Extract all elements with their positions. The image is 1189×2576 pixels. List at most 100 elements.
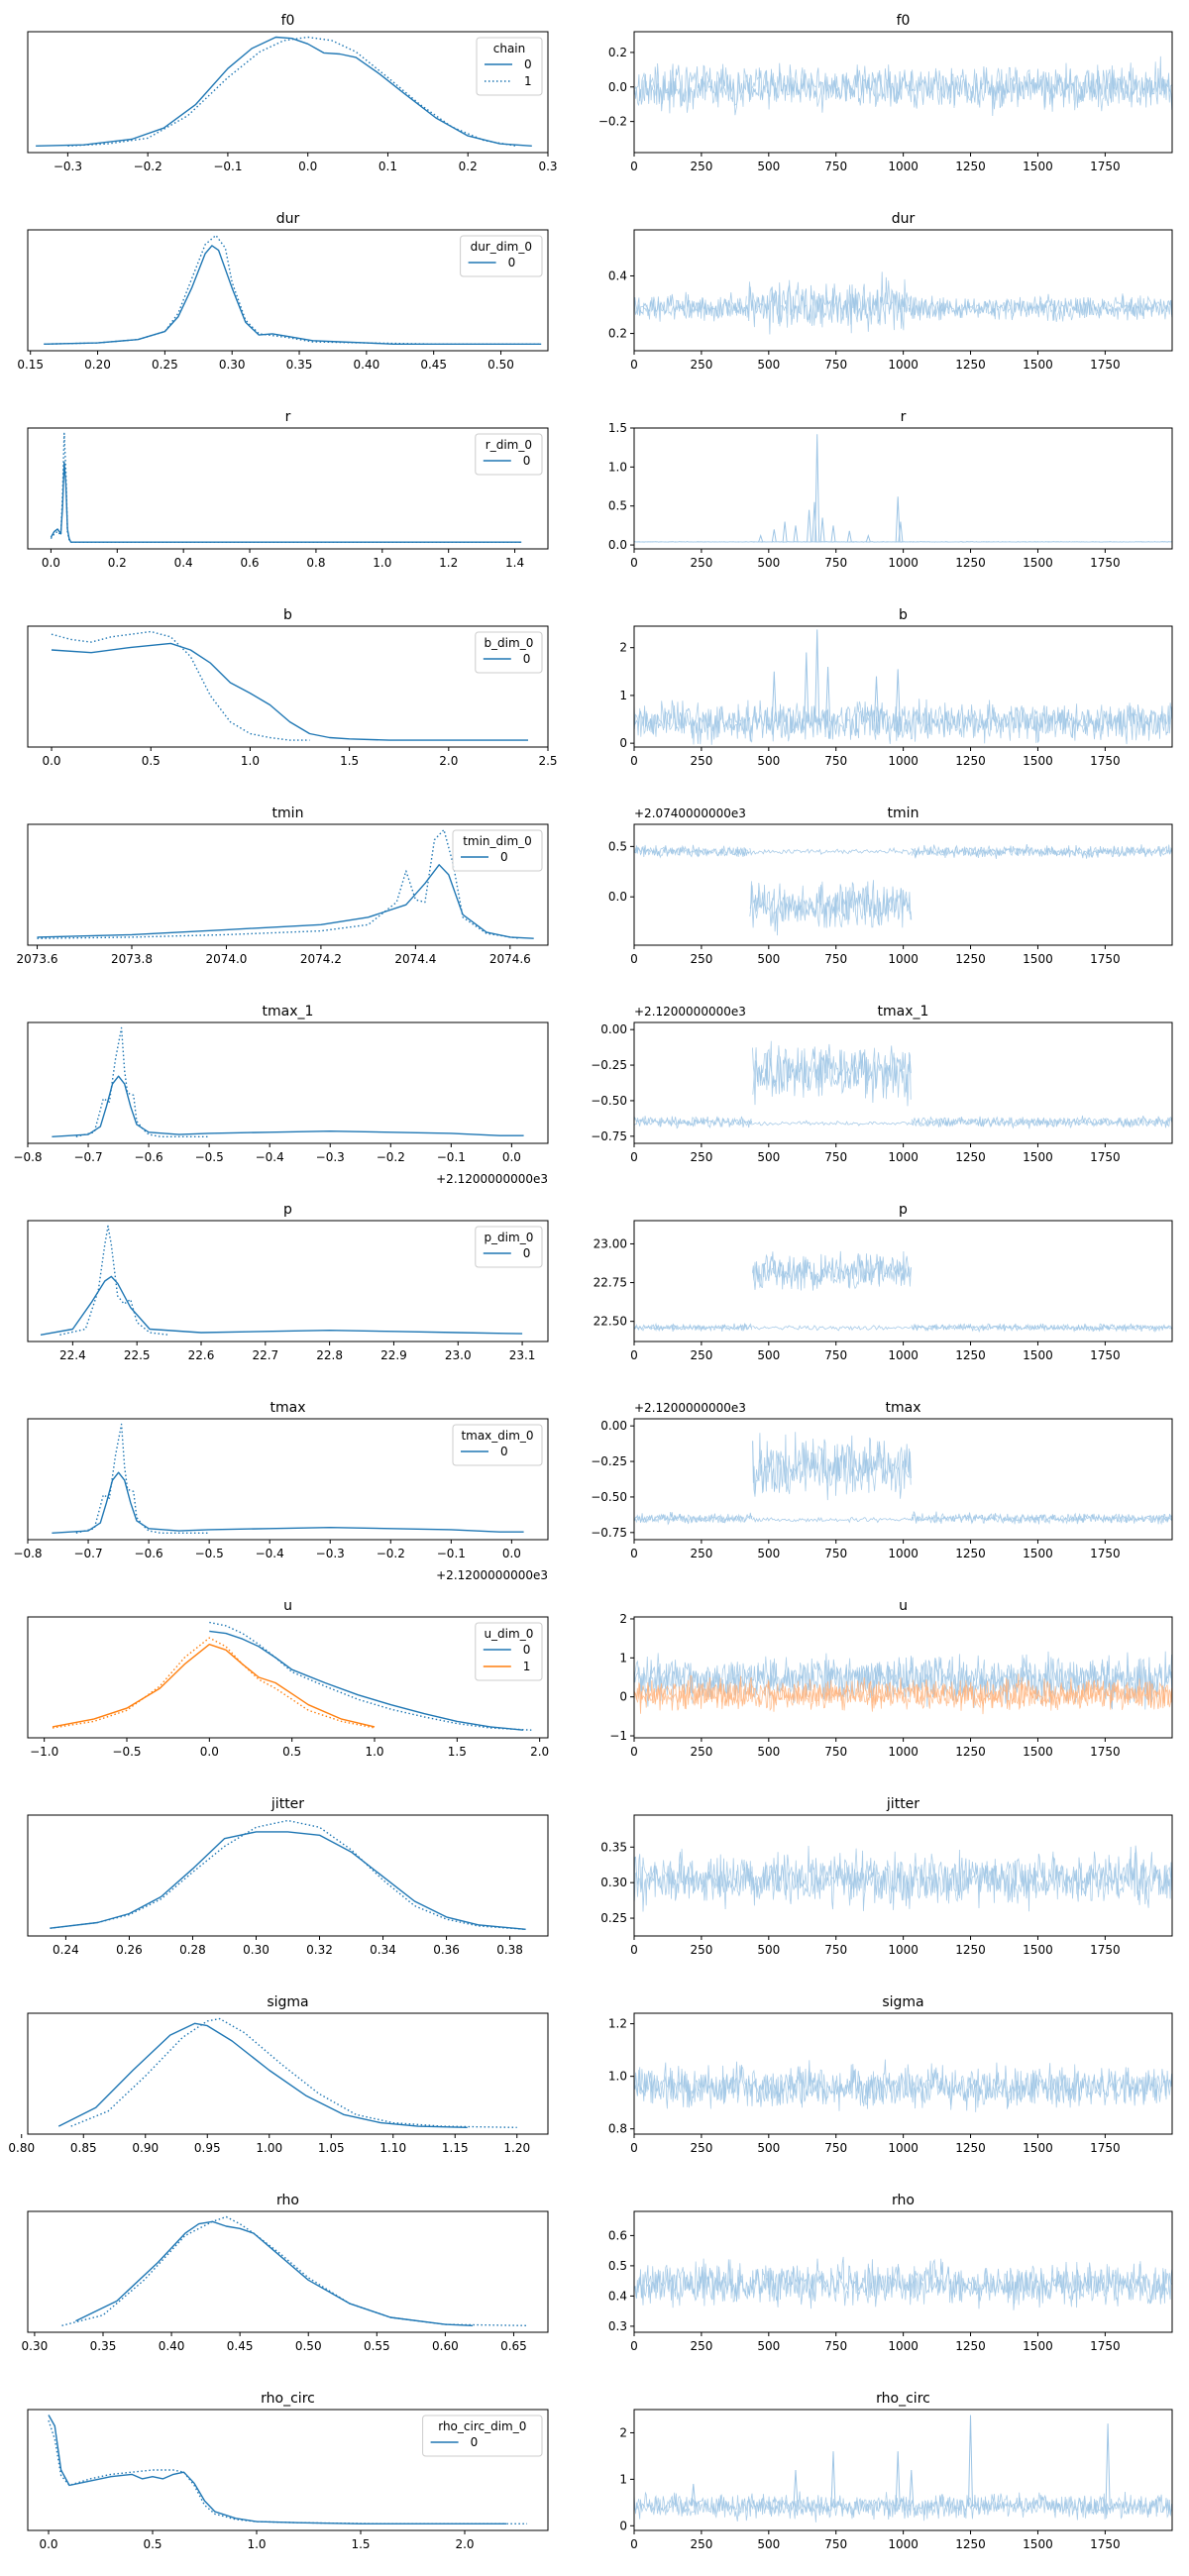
y-tick-label: 0 bbox=[619, 736, 627, 750]
y-tick-label: 0.35 bbox=[600, 1840, 627, 1854]
axis-offset-label: +2.1200000000e3 bbox=[436, 1172, 548, 1186]
y-tick-label: 0.3 bbox=[608, 2319, 627, 2333]
x-tick-label: 0.0 bbox=[200, 1745, 219, 1759]
plot-area bbox=[634, 1250, 1172, 1334]
panel-title: rho bbox=[892, 2193, 915, 2208]
kde-line-3 bbox=[52, 1637, 376, 1729]
trace-spike-5 bbox=[968, 2415, 973, 2507]
trace-line-chain1-0 bbox=[634, 541, 1172, 543]
x-tick-label: 1500 bbox=[1023, 1547, 1053, 1560]
trace-spike-11 bbox=[895, 496, 901, 542]
plot-area bbox=[44, 234, 542, 345]
x-tick-label: 1000 bbox=[888, 2141, 919, 2155]
x-tick-label: 0 bbox=[630, 1348, 638, 1362]
plot-area bbox=[36, 36, 532, 147]
y-tick-label: −1 bbox=[609, 1729, 627, 1743]
x-tick-label: −0.5 bbox=[195, 1547, 224, 1560]
trace-line-chain0-2 bbox=[911, 844, 1172, 859]
trace-panel-rho_circ: rho_circ 0 250 500 750 1000 1250 1500 1750 0 1 2 bbox=[619, 2391, 1173, 2551]
kde-panel-u: u −1.0 −0.5 0.0 0.5 1.0 1.5 2.0 u_dim_0 0 1 bbox=[27, 1598, 549, 1759]
trace-line-flat bbox=[752, 1120, 912, 1127]
x-tick-label: 1.5 bbox=[340, 754, 359, 768]
legend-box bbox=[475, 631, 543, 674]
x-tick-label: 1500 bbox=[1023, 1745, 1053, 1759]
x-tick-label: 0 bbox=[630, 1547, 638, 1560]
x-tick-label: 1500 bbox=[1023, 358, 1053, 372]
trace-line-chain1-0 bbox=[634, 61, 1172, 113]
trace-spike-3 bbox=[895, 2451, 901, 2507]
x-tick-label: 0.95 bbox=[194, 2141, 221, 2155]
plot-area bbox=[52, 1026, 524, 1138]
y-tick-label: 0.00 bbox=[600, 1419, 627, 1433]
x-tick-label: 0.0 bbox=[39, 2537, 57, 2551]
legend-title: dur_dim_0 bbox=[471, 240, 532, 254]
legend-title: rho_circ_dim_0 bbox=[438, 2419, 526, 2433]
x-tick-label: 500 bbox=[757, 2339, 780, 2353]
trace-spike-1 bbox=[804, 652, 810, 722]
kde-line-1 bbox=[37, 828, 520, 939]
y-tick-label: 23.00 bbox=[594, 1236, 627, 1250]
x-tick-label: 1500 bbox=[1023, 952, 1053, 966]
axis-offset-label: +2.1200000000e3 bbox=[436, 1568, 548, 1582]
y-tick-label: 1.0 bbox=[608, 2070, 627, 2084]
x-tick-label: 500 bbox=[757, 952, 780, 966]
trace-line-chain1-0 bbox=[634, 1116, 752, 1128]
x-tick-label: 0.4 bbox=[174, 556, 193, 570]
trace-line-u1-chain1 bbox=[634, 1677, 1172, 1712]
legend: u_dim_0 0 1 bbox=[475, 1622, 543, 1681]
legend-title: u_dim_0 bbox=[484, 1627, 533, 1641]
x-tick-label: 1.0 bbox=[247, 2537, 266, 2551]
x-tick-label: 750 bbox=[824, 754, 847, 768]
x-tick-label: 1000 bbox=[888, 952, 919, 966]
x-tick-label: 1250 bbox=[955, 160, 986, 173]
legend-label: 0 bbox=[500, 1445, 508, 1458]
trace-spike-0 bbox=[771, 671, 777, 722]
plot-area bbox=[634, 844, 1172, 936]
axes-frame bbox=[633, 1814, 1173, 1937]
kde-line-0 bbox=[52, 1471, 524, 1534]
x-tick-label: 1500 bbox=[1023, 556, 1053, 570]
legend-title: p_dim_0 bbox=[484, 1231, 533, 1244]
trace-line-flat bbox=[752, 1516, 913, 1524]
x-tick-label: 1250 bbox=[955, 1943, 986, 1957]
trace-spike-0 bbox=[691, 2484, 697, 2507]
kde-line-0 bbox=[75, 2220, 474, 2326]
x-tick-label: 1000 bbox=[888, 2339, 919, 2353]
kde-line-1 bbox=[61, 2215, 528, 2326]
legend-label: 0 bbox=[523, 1246, 531, 1260]
x-tick-label: 750 bbox=[824, 952, 847, 966]
x-tick-label: 1750 bbox=[1090, 2339, 1121, 2353]
trace-spike-1 bbox=[793, 2469, 799, 2507]
x-tick-label: 0.38 bbox=[496, 1943, 523, 1957]
trace-line-chain1-2 bbox=[911, 1117, 1172, 1128]
x-tick-label: 0 bbox=[630, 2339, 638, 2353]
x-tick-label: −0.2 bbox=[134, 160, 162, 173]
kde-line-1 bbox=[50, 1819, 526, 1930]
x-tick-label: 1250 bbox=[955, 952, 986, 966]
trace-spike-8 bbox=[830, 525, 836, 542]
x-tick-label: 1750 bbox=[1090, 160, 1121, 173]
x-tick-label: 500 bbox=[757, 358, 780, 372]
panel-title: p bbox=[283, 1202, 292, 1218]
y-tick-label: 0.5 bbox=[608, 499, 627, 513]
x-tick-label: 1750 bbox=[1090, 2141, 1121, 2155]
legend-label: 0 bbox=[523, 454, 531, 468]
axis-offset-label: +2.1200000000e3 bbox=[634, 1401, 746, 1415]
x-tick-label: 1750 bbox=[1090, 2537, 1121, 2551]
x-tick-label: 0 bbox=[630, 1745, 638, 1759]
x-tick-label: −0.1 bbox=[437, 1150, 466, 1164]
x-tick-label: 1000 bbox=[888, 1943, 919, 1957]
legend-box bbox=[475, 1226, 543, 1268]
x-tick-label: 750 bbox=[824, 556, 847, 570]
y-tick-label: 0.00 bbox=[600, 1022, 627, 1036]
legend: chain 0 1 bbox=[476, 37, 543, 96]
y-tick-label: 22.50 bbox=[594, 1315, 627, 1329]
trace-line-chain1-1 bbox=[752, 1040, 912, 1100]
kde-panel-tmax_1: tmax_1 +2.1200000000e3 −0.8 −0.7 −0.6 −0.5 −0.… bbox=[13, 1004, 549, 1186]
kde-line-0 bbox=[36, 36, 532, 147]
x-tick-label: 1250 bbox=[955, 2141, 986, 2155]
x-tick-label: 22.8 bbox=[316, 1348, 343, 1362]
x-tick-label: 250 bbox=[690, 1745, 712, 1759]
x-tick-label: 1000 bbox=[888, 1547, 919, 1560]
